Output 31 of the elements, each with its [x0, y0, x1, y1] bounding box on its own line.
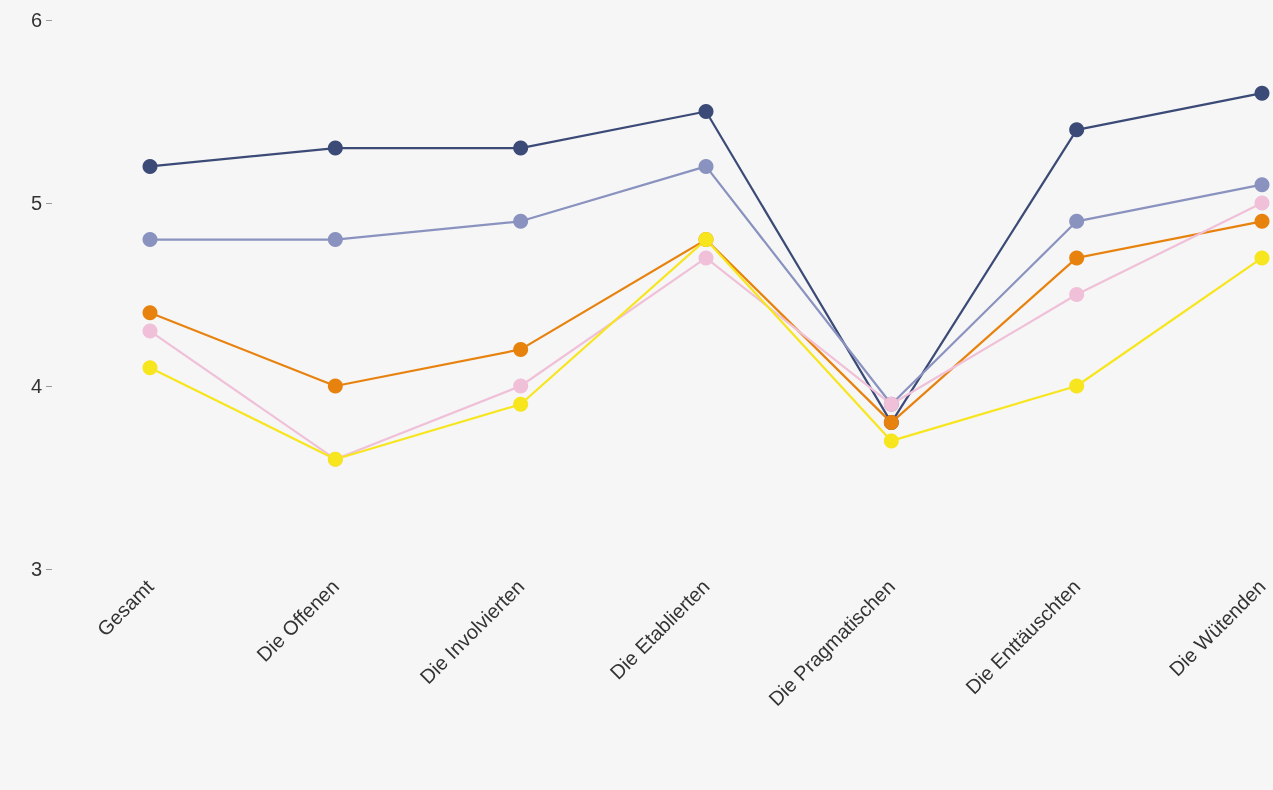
point: [1254, 85, 1270, 101]
point: [698, 158, 714, 174]
point: [513, 140, 529, 156]
point: [1069, 250, 1085, 266]
point: [883, 433, 899, 449]
point: [327, 232, 343, 248]
point: [513, 378, 529, 394]
y-tick-label: 5: [30, 192, 42, 214]
point: [1069, 378, 1085, 394]
point: [142, 305, 158, 321]
point: [1254, 177, 1270, 193]
point: [1069, 287, 1085, 302]
point: [327, 378, 343, 394]
point: [698, 104, 714, 119]
y-tick-label: 4: [30, 375, 42, 397]
point: [142, 158, 158, 174]
point: [327, 140, 343, 156]
point: [513, 396, 529, 412]
point: [142, 360, 158, 376]
point: [1254, 213, 1270, 229]
point: [513, 341, 529, 357]
point: [1254, 195, 1270, 211]
point: [142, 323, 158, 339]
point: [142, 232, 158, 248]
point: [1069, 122, 1085, 138]
point: [513, 213, 529, 229]
y-tick-label: 3: [30, 558, 42, 580]
point: [1069, 213, 1085, 229]
y-tick-label: 6: [30, 9, 42, 31]
point: [698, 250, 714, 266]
point: [1254, 250, 1270, 266]
